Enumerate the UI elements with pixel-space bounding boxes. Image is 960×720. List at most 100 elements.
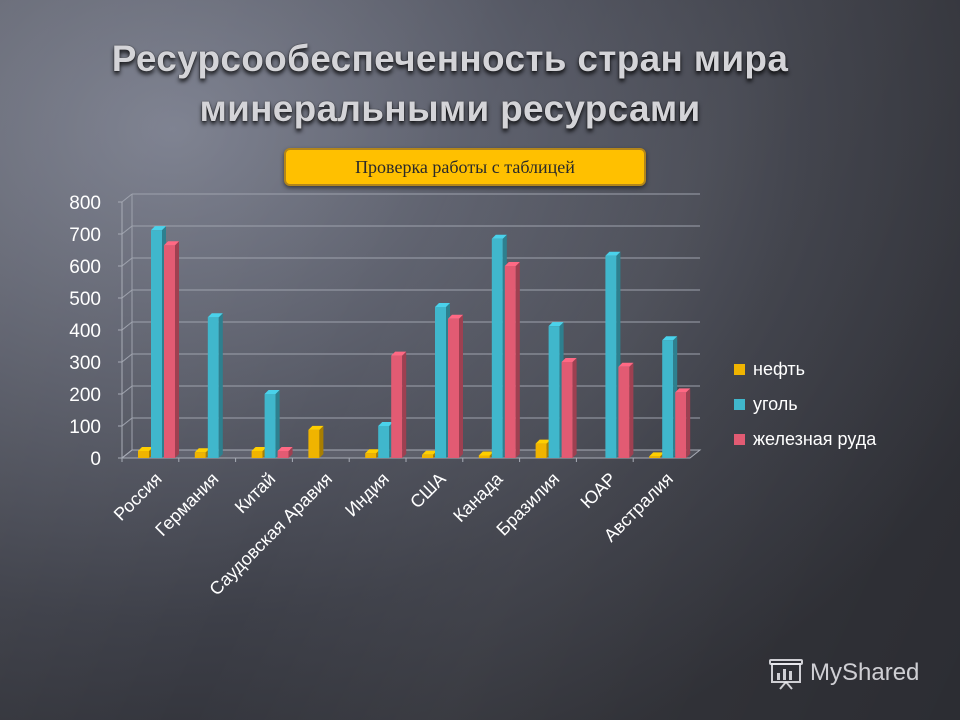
bar-side-2-0 [175, 241, 179, 458]
bar-0-2 [251, 450, 263, 458]
slide-title: Ресурсообеспеченность стран мира минерал… [0, 34, 900, 134]
bar-side-0-3 [319, 425, 324, 458]
bar-side-1-2 [275, 390, 280, 458]
bar-top-1-9 [662, 336, 678, 341]
x-tick-label-6: Канада [449, 468, 507, 526]
bar-side-1-1 [218, 313, 223, 458]
gridline-side-400 [121, 321, 133, 331]
legend-swatch-coal [734, 399, 745, 410]
bar-side-2-9 [686, 388, 691, 458]
bar-top-0-0 [138, 446, 153, 451]
bar-2-9 [675, 392, 687, 458]
gridline-side-800 [121, 193, 133, 203]
bar-top-2-4 [391, 351, 407, 356]
legend-swatch-oil [734, 364, 745, 375]
x-tick-label-0: Россия [110, 469, 166, 525]
bar-side-2-2 [288, 446, 293, 458]
bar-0-6 [478, 455, 490, 458]
bar-top-0-4 [365, 449, 381, 454]
bar-top-2-8 [618, 362, 634, 367]
bar-0-0 [138, 450, 149, 458]
bar-top-2-9 [675, 388, 691, 393]
gridline-side-700 [121, 225, 133, 235]
bar-top-1-4 [378, 422, 394, 426]
watermark-text: MyShared [810, 659, 920, 686]
bar-2-8 [618, 366, 630, 458]
presentation-board-icon [769, 659, 803, 690]
bar-layer [138, 226, 691, 458]
y-tick-label-100: 100 [69, 417, 101, 438]
legend-swatch-iron [734, 434, 745, 445]
y-tick-label-700: 700 [69, 225, 101, 246]
y-tick-label-0: 0 [90, 449, 101, 470]
legend-item-coal: уголь [734, 387, 876, 422]
bar-0-7 [535, 443, 547, 458]
gridline-side-200 [121, 385, 133, 395]
y-tick-label-500: 500 [69, 289, 101, 310]
bar-2-5 [448, 318, 459, 458]
bar-0-1 [194, 452, 206, 458]
bar-top-0-1 [194, 448, 210, 453]
bar-1-2 [264, 394, 276, 458]
y-tick-label-600: 600 [69, 257, 101, 278]
bar-0-9 [649, 456, 661, 458]
bar-top-0-6 [478, 451, 494, 456]
bar-top-1-0 [151, 226, 166, 231]
gridline-side-100 [121, 417, 133, 427]
x-tick-label-4: Индия [341, 469, 393, 521]
y-tick-label-300: 300 [69, 353, 101, 374]
bar-1-6 [491, 238, 503, 458]
bar-top-0-3 [308, 425, 324, 430]
bar-2-6 [504, 266, 516, 458]
check-table-button[interactable]: Проверка работы с таблицей [284, 148, 646, 186]
bar-top-1-7 [548, 322, 564, 327]
bar-side-2-4 [402, 351, 407, 458]
legend-label-oil: нефть [753, 359, 805, 379]
y-tick-label-200: 200 [69, 385, 101, 406]
bar-2-7 [561, 362, 573, 458]
bar-top-1-6 [491, 234, 507, 239]
x-tick-label-2: Китай [231, 469, 280, 518]
bar-1-5 [435, 306, 446, 458]
x-tick-label-5: США [406, 469, 449, 512]
x-tick-label-8: ЮАР [577, 469, 621, 513]
bar-0-4 [365, 453, 377, 458]
bar-top-1-1 [207, 313, 223, 318]
x-tick-label-7: Бразилия [492, 469, 563, 540]
bar-1-4 [378, 426, 390, 458]
bar-top-0-5 [422, 450, 437, 455]
y-tick-label-400: 400 [69, 321, 101, 342]
bar-side-2-7 [572, 358, 577, 458]
bar-top-2-6 [504, 262, 520, 266]
bar-side-2-8 [629, 362, 634, 458]
bar-side-2-6 [515, 262, 520, 458]
bar-top-2-2 [277, 446, 293, 451]
axis-layer [118, 201, 634, 462]
bar-1-1 [207, 317, 219, 458]
bar-top-1-5 [435, 302, 450, 307]
y-tick-label-800: 800 [69, 193, 101, 214]
bar-top-2-0 [164, 241, 179, 246]
title-line-2: минеральными ресурсами [199, 88, 701, 129]
bar-1-8 [605, 255, 617, 458]
bar-1-9 [662, 340, 674, 458]
bar-1-0 [151, 230, 162, 458]
gridline-side-600 [121, 257, 133, 267]
bar-2-2 [277, 450, 289, 458]
gridline-side-500 [121, 289, 133, 299]
bar-side-2-5 [459, 314, 463, 458]
bar-2-4 [391, 355, 403, 458]
bar-top-2-7 [561, 358, 577, 362]
bar-top-0-2 [251, 446, 267, 451]
bar-top-1-8 [605, 251, 621, 256]
bar-top-2-5 [448, 314, 463, 319]
legend-item-oil: нефть [734, 352, 876, 387]
title-line-1: Ресурсообеспеченность стран мира [111, 38, 789, 79]
gridline-side-300 [121, 353, 133, 363]
bar-0-3 [308, 429, 320, 458]
bar-2-0 [164, 245, 175, 458]
chart-legend: нефть уголь железная руда [734, 352, 876, 457]
bar-top-1-2 [264, 390, 280, 394]
bar-0-5 [422, 454, 433, 458]
